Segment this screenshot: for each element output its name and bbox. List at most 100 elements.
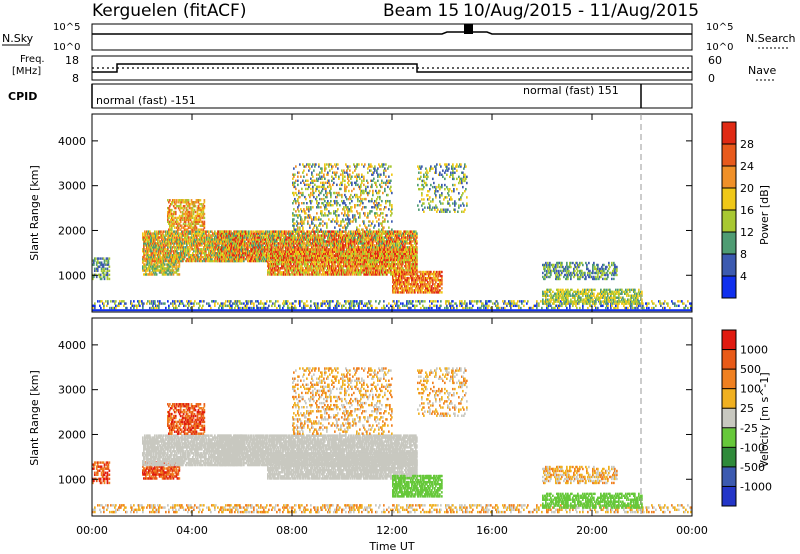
power-cell — [221, 240, 223, 243]
power-cell — [623, 304, 625, 308]
power-cell — [234, 230, 236, 233]
power-cell — [312, 236, 314, 239]
power-cell — [362, 238, 364, 241]
power-cell — [206, 248, 208, 251]
power-cell — [144, 251, 146, 255]
power-cell — [209, 234, 211, 237]
power-cell — [184, 240, 186, 243]
power-cell — [341, 304, 343, 308]
power-cell — [285, 244, 287, 247]
power-cell — [212, 238, 214, 241]
power-cell — [329, 300, 331, 303]
power-cell — [227, 251, 229, 255]
power-cell — [181, 236, 183, 239]
power-cell — [265, 234, 267, 237]
power-cell — [186, 230, 188, 233]
power-cell — [312, 230, 314, 233]
power-cell — [222, 236, 224, 239]
power-cell — [250, 232, 252, 235]
power-cell — [424, 306, 426, 310]
power-cell — [103, 259, 106, 262]
power-cell — [663, 302, 665, 305]
power-cell — [484, 304, 486, 308]
power-cell — [373, 251, 375, 255]
power-cell — [366, 234, 368, 237]
power-cell — [146, 267, 149, 270]
power-cell — [196, 248, 198, 251]
power-cell — [338, 242, 340, 245]
power-cell — [375, 230, 377, 233]
power-cell — [204, 244, 206, 247]
power-cell — [169, 238, 171, 241]
power-cell — [278, 244, 280, 247]
power-cell — [321, 251, 323, 255]
power-cell — [350, 244, 352, 247]
power-cell — [189, 212, 192, 216]
power-cell — [97, 257, 100, 260]
power-cell — [275, 234, 277, 237]
power-cell — [318, 306, 320, 310]
power-cell — [200, 230, 202, 233]
power-cell — [309, 244, 311, 247]
power-cell — [259, 253, 261, 257]
power-cell — [298, 244, 300, 247]
power-cell — [178, 261, 181, 264]
power-cell — [203, 204, 206, 208]
power-cell — [108, 265, 111, 268]
power-cell — [166, 238, 168, 241]
power-cell — [144, 240, 146, 243]
power-cell — [241, 242, 243, 245]
power-cell — [195, 201, 198, 204]
power-cell — [237, 257, 239, 261]
power-cell — [499, 306, 501, 310]
power-cell — [199, 257, 201, 261]
power-cell — [237, 253, 239, 257]
power-cell — [231, 244, 233, 247]
power-cell — [163, 269, 166, 272]
power-cell — [361, 238, 363, 241]
power-cell — [221, 244, 223, 247]
power-cell — [289, 306, 291, 310]
power-cell — [283, 244, 285, 247]
power-cell — [239, 244, 241, 247]
power-cell — [175, 220, 178, 224]
power-cell — [237, 232, 239, 235]
power-cell — [152, 304, 154, 308]
nsky-spike — [464, 24, 473, 34]
power-cell — [273, 244, 275, 247]
power-cell — [328, 304, 330, 308]
power-cell — [456, 304, 458, 308]
power-cell — [226, 240, 228, 243]
power-cell — [459, 302, 461, 305]
power-cell — [281, 232, 283, 235]
power-cell — [223, 230, 225, 233]
power-cell — [388, 238, 390, 241]
power-cell — [191, 240, 193, 243]
power-cell — [148, 248, 150, 251]
power-cell — [189, 257, 191, 261]
power-cell — [318, 246, 320, 249]
power-cell — [302, 240, 304, 243]
power-cell — [510, 304, 512, 308]
power-cell — [687, 306, 689, 310]
power-cell — [253, 304, 255, 308]
power-cell — [369, 251, 371, 255]
power-cell — [186, 259, 188, 263]
power-cell — [372, 253, 374, 257]
power-cell — [492, 302, 494, 305]
power-cell — [375, 236, 377, 239]
power-cell — [302, 236, 304, 239]
power-cell — [371, 236, 373, 239]
power-cell — [254, 259, 256, 263]
power-cell — [348, 240, 350, 243]
power-cell — [166, 265, 169, 268]
power-cell — [280, 230, 282, 233]
power-cell — [176, 240, 178, 243]
power-cell — [175, 199, 178, 202]
power-cell — [212, 251, 214, 255]
power-cell — [169, 265, 172, 268]
power-cell — [343, 240, 345, 243]
power-cell — [336, 244, 338, 247]
power-cell — [215, 232, 217, 235]
power-cell — [202, 202, 205, 206]
